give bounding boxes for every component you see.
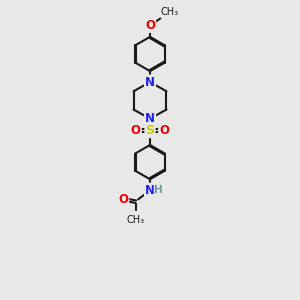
Text: O: O	[145, 19, 155, 32]
Text: CH₃: CH₃	[161, 8, 179, 17]
Text: N: N	[145, 112, 155, 125]
Text: O: O	[131, 124, 141, 137]
Text: N: N	[145, 76, 155, 88]
Text: S: S	[146, 124, 154, 137]
Text: N: N	[145, 184, 155, 197]
Text: O: O	[118, 193, 128, 206]
Text: O: O	[159, 124, 169, 137]
Text: CH₃: CH₃	[127, 215, 145, 225]
Text: H: H	[154, 185, 163, 195]
